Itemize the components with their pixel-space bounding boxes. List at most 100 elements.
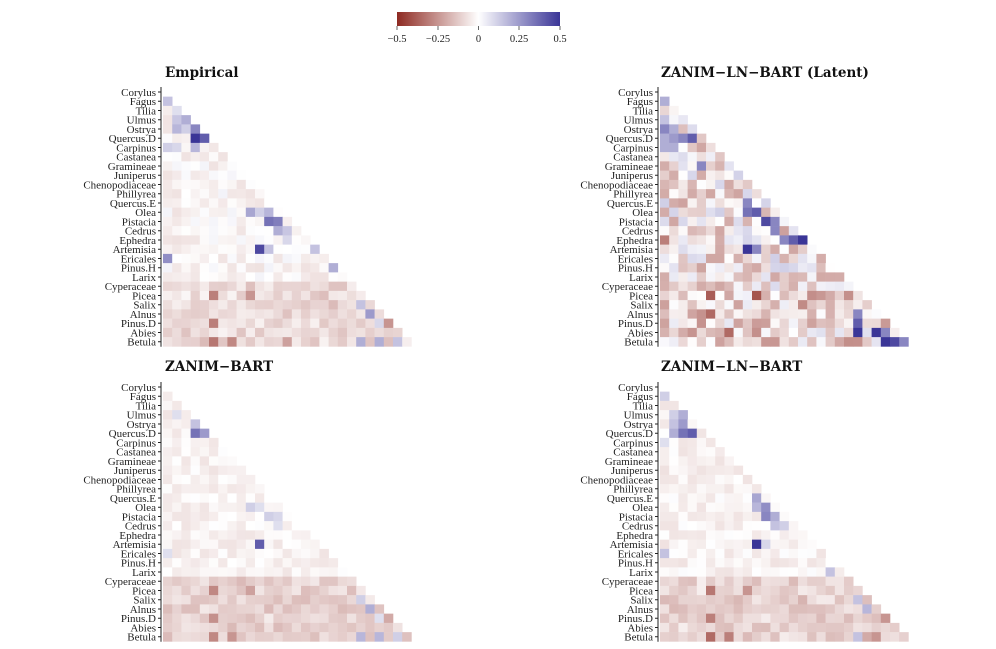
heatmap-cell [844, 585, 854, 596]
heatmap-cell [365, 632, 375, 642]
heatmap-cell [696, 290, 707, 301]
heatmap-cell [347, 585, 357, 596]
heatmap-cell [669, 595, 679, 605]
heatmap-cell [724, 539, 734, 550]
heatmap-cell [209, 152, 219, 162]
heatmap-cell [834, 567, 845, 577]
heatmap-panel-zanim-ln-bart-latent: CorylusFagusTiliaUlmusOstryaQuercus.DCar… [580, 87, 909, 349]
heatmap-cell [844, 632, 854, 642]
heatmap-cell [696, 337, 707, 347]
y-tick-label: Cedrus [622, 521, 653, 533]
heatmap-cell [291, 281, 302, 292]
heatmap-cell [209, 456, 219, 466]
heatmap-cell [724, 179, 734, 190]
heatmap-cell [181, 124, 191, 134]
heatmap-cell [172, 493, 182, 503]
heatmap-cell [291, 253, 302, 264]
heatmap-cell [807, 300, 817, 310]
heatmap-cell [706, 604, 716, 614]
heatmap-cell [733, 170, 744, 181]
heatmap-cell [209, 622, 219, 633]
y-tick-label: Cyperaceae [602, 576, 653, 588]
heatmap-cell [660, 207, 670, 218]
heatmap-cell [669, 226, 679, 236]
heatmap-cell [328, 595, 339, 605]
heatmap-cell [181, 244, 191, 255]
heatmap-cell [199, 502, 210, 513]
y-tick-label: Carpinus [116, 437, 156, 449]
heatmap-cell [172, 133, 182, 144]
heatmap-cell [798, 263, 808, 273]
heatmap-cell [706, 437, 716, 448]
y-tick-label: Pistacia [619, 511, 653, 523]
heatmap-cell [669, 105, 679, 116]
heatmap-cell [282, 300, 293, 310]
heatmap-cell [770, 281, 780, 292]
heatmap-cell [273, 226, 283, 236]
heatmap-cell [779, 585, 790, 596]
heatmap-cell [163, 253, 173, 264]
heatmap-cell [752, 622, 762, 633]
heatmap-cell [678, 142, 688, 153]
y-tick-label: Pinus.H [121, 558, 156, 570]
y-tick-label: Picea [132, 585, 156, 597]
heatmap-cell [779, 595, 790, 605]
heatmap-cell [706, 170, 716, 181]
heatmap-cell [825, 595, 836, 605]
heatmap-cell [779, 272, 790, 282]
heatmap-cell [255, 244, 265, 255]
heatmap-cell [742, 290, 753, 301]
y-tick-label: Abies [627, 622, 653, 634]
heatmap-cell [264, 235, 274, 245]
heatmap-cell [190, 576, 201, 587]
heatmap-cell [163, 465, 173, 476]
heatmap-cell [733, 189, 744, 199]
heatmap-cell [181, 170, 191, 181]
heatmap-cell [301, 300, 311, 310]
heatmap-cell [199, 447, 210, 457]
heatmap-cell [678, 530, 688, 540]
heatmap-cell [209, 207, 219, 218]
heatmap-cell [218, 595, 228, 605]
heatmap-cell [282, 318, 293, 329]
heatmap-cell [374, 318, 385, 329]
heatmap-cell [862, 337, 872, 347]
heatmap-cell [282, 548, 293, 559]
heatmap-cell [347, 604, 357, 614]
heatmap-cell [310, 337, 320, 347]
heatmap-cell [172, 484, 182, 494]
panel-title-zanim-bart: ZANIM−BART [165, 359, 273, 375]
y-tick-label: Alnus [627, 604, 653, 616]
heatmap-cell [374, 613, 385, 624]
heatmap-cell [669, 244, 679, 255]
heatmap-cell [687, 530, 698, 540]
heatmap-cell [255, 235, 265, 245]
heatmap-cell [696, 152, 707, 162]
heatmap-cell [255, 216, 265, 227]
heatmap-cell [328, 622, 339, 633]
heatmap-cell [660, 281, 670, 292]
heatmap-cell [264, 290, 274, 301]
heatmap-cell [273, 539, 283, 550]
heatmap-cell [660, 96, 670, 107]
heatmap-cell [255, 502, 265, 513]
heatmap-cell [181, 558, 191, 568]
heatmap-cell [724, 511, 734, 522]
heatmap-cell [770, 318, 780, 329]
heatmap-cell [172, 318, 182, 329]
heatmap-cell [199, 318, 210, 329]
heatmap-cell [236, 300, 247, 310]
heatmap-cell [264, 281, 274, 292]
heatmap-cell [181, 263, 191, 273]
heatmap-cell [190, 216, 201, 227]
heatmap-cell [199, 272, 210, 282]
heatmap-cell [816, 290, 826, 301]
heatmap-cell [696, 613, 707, 624]
heatmap-cell [660, 400, 670, 411]
y-tick-label: Salix [630, 300, 653, 312]
heatmap-cell [660, 576, 670, 587]
heatmap-cell [163, 161, 173, 171]
heatmap-cell [752, 198, 762, 208]
heatmap-cell [807, 548, 817, 559]
